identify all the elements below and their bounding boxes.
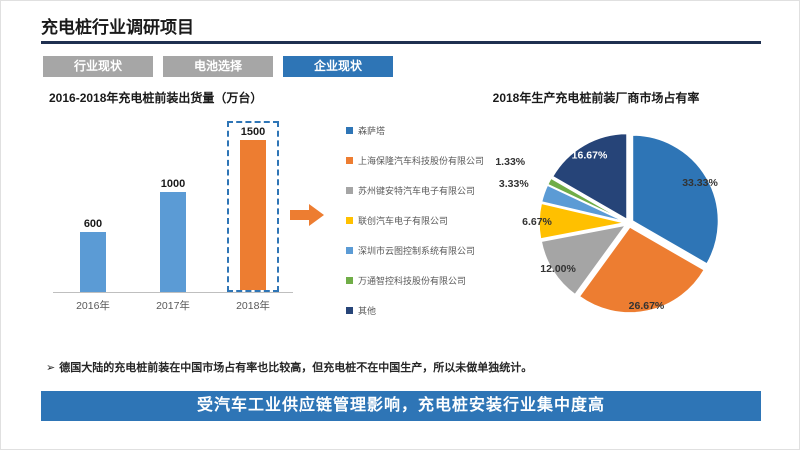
pie-slice	[578, 225, 706, 314]
bar-column: 1000	[133, 117, 213, 292]
pie-slice	[538, 202, 626, 240]
pie-slice	[631, 134, 720, 266]
tab-3[interactable]: 企业现状	[283, 56, 393, 77]
pie-slice	[540, 224, 628, 296]
pie-value-label: 26.67%	[629, 300, 665, 312]
pie-slice	[551, 132, 628, 221]
legend-label: 苏州键安特汽车电子有限公司	[358, 185, 476, 196]
legend-swatch	[346, 306, 353, 314]
tab-2[interactable]: 电池选择	[163, 56, 273, 77]
legend-label: 万通智控科技股份有限公司	[358, 275, 467, 286]
legend-label: 联创汽车电子有限公司	[358, 215, 449, 226]
legend-swatch	[346, 246, 353, 254]
bar	[80, 232, 106, 292]
pie-chart: 33.33% 26.67% 12.00% 6.67% 3.33% 1.33% 16.67%	[479, 113, 779, 343]
legend-label: 森萨塔	[358, 125, 386, 136]
bar	[240, 140, 266, 290]
legend-label: 上海保隆汽车科技股份有限公司	[358, 155, 485, 166]
legend-swatch	[346, 216, 353, 224]
conclusion-banner: 受汽车工业供应链管理影响，充电桩安装行业集中度高	[41, 391, 761, 421]
bar-chart: 600 1000 1500 2016年 2017年 2018年	[53, 117, 293, 313]
bar-categories: 2016年 2017年 2018年	[53, 293, 293, 313]
bar-column: 1500	[213, 117, 293, 292]
arrow-right-icon	[290, 202, 326, 233]
bullet-arrow-icon: ➢	[46, 362, 56, 374]
legend-swatch	[346, 126, 353, 134]
pie-value-label: 3.33%	[499, 178, 529, 190]
legend-item: 苏州键安特汽车电子有限公司	[346, 185, 484, 196]
footnote-text: 德国大陆的充电桩前装在中国市场占有率也比较高，但充电桩不在中国生产，所以未做单独…	[59, 362, 533, 374]
pie-value-label: 33.33%	[682, 177, 718, 189]
bar-value-label: 1500	[240, 126, 266, 138]
pie-chart-title: 2018年生产充电桩前装厂商市场占有率	[492, 91, 700, 105]
bar-value-label: 1000	[160, 178, 186, 190]
pie-svg: 33.33% 26.67% 12.00% 6.67% 3.33% 1.33% 16.67%	[495, 132, 720, 314]
page-title: 充电桩行业调研项目	[41, 18, 194, 37]
pie-legend: 森萨塔上海保隆汽车科技股份有限公司 苏州键安特汽车电子有限公司 联创汽车电子有限公司…	[346, 125, 484, 335]
legend-item: 深圳市云图控制系统有限公司	[346, 245, 484, 256]
legend-swatch	[346, 186, 353, 194]
pie-value-label: 1.33%	[495, 156, 525, 168]
footnote: ➢ 德国大陆的充电桩前装在中国市场占有率也比较高，但充电桩不在中国生产，所以未做单…	[46, 359, 532, 375]
legend-item: 万通智控科技股份有限公司	[346, 275, 484, 286]
bar-category-label: 2018年	[236, 300, 270, 312]
bar	[160, 192, 186, 292]
legend-item: 其他	[346, 305, 484, 316]
legend-item: 联创汽车电子有限公司	[346, 215, 484, 226]
legend-label: 深圳市云图控制系统有限公司	[358, 245, 476, 256]
bar-plot: 600 1000 1500	[53, 117, 293, 293]
bar-column: 600	[53, 117, 133, 292]
bar-chart-title: 2016-2018年充电桩前装出货量（万台）	[49, 91, 263, 105]
pie-value-label: 6.67%	[522, 216, 552, 228]
bar-category-label: 2017年	[156, 300, 190, 312]
legend-item: 森萨塔	[346, 125, 484, 136]
legend-swatch	[346, 156, 353, 164]
tab-bar: 行业现状 电池选择 企业现状	[43, 56, 393, 77]
tab-1[interactable]: 行业现状	[43, 56, 153, 77]
legend-swatch	[346, 276, 353, 284]
bar-category-label: 2016年	[76, 300, 110, 312]
legend-label: 其他	[358, 305, 377, 316]
pie-value-label: 16.67%	[572, 150, 608, 162]
pie-value-label: 12.00%	[540, 263, 576, 275]
title-underline	[41, 41, 761, 44]
bar-value-label: 600	[83, 218, 103, 230]
pie-slice	[546, 177, 626, 222]
legend-item: 上海保隆汽车科技股份有限公司	[346, 155, 485, 166]
